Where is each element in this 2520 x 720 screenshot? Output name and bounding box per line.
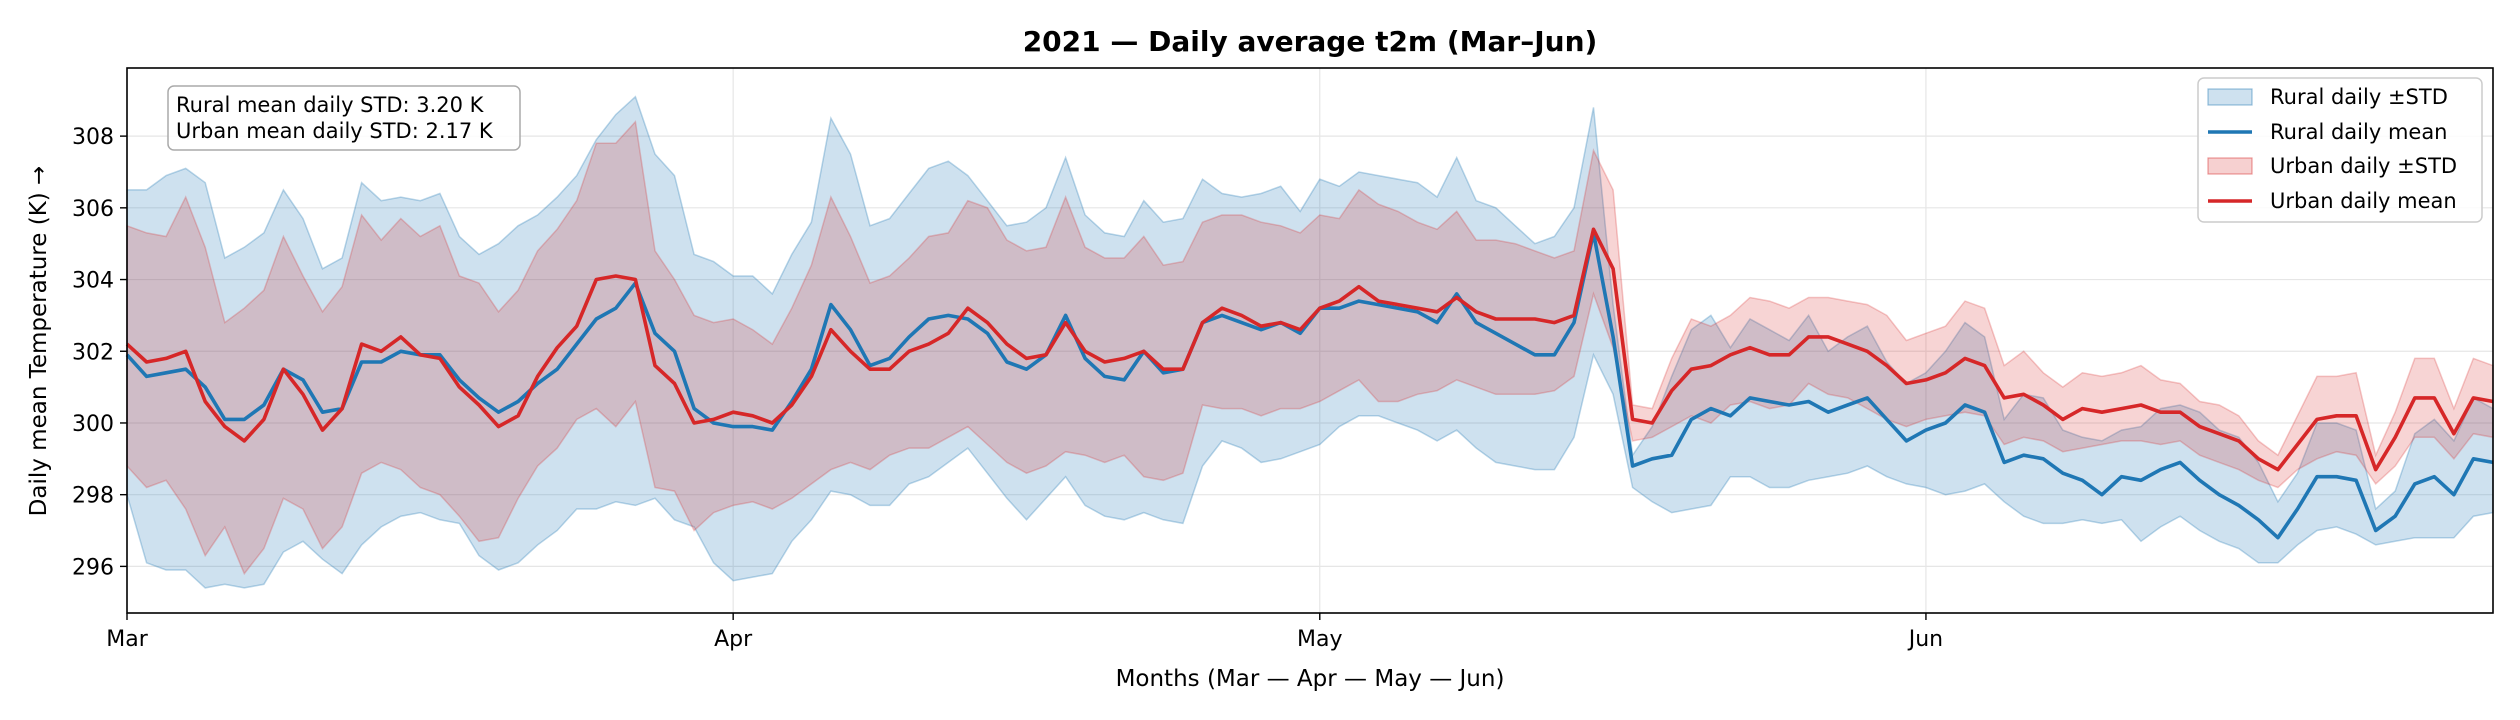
chart-title: 2021 — Daily average t2m (Mar–Jun)	[1023, 25, 1598, 58]
x-tick-label: May	[1297, 627, 1342, 652]
y-axis-title: Daily mean Temperature (K) →	[26, 166, 52, 517]
y-tick-label: 302	[72, 340, 114, 365]
legend-label-rural-line: Rural daily mean	[2270, 120, 2448, 144]
legend-frame	[2197, 77, 2483, 223]
gridlines	[126, 68, 2493, 613]
legend-swatch-rural-band	[2207, 88, 2253, 106]
legend-label-rural-band: Rural daily ±STD	[2270, 85, 2448, 109]
x-tick-label: Apr	[714, 627, 753, 652]
y-tick-label: 306	[72, 197, 114, 222]
legend-swatch-urban-band	[2207, 157, 2253, 175]
legend-label-urban-band: Urban daily ±STD	[2270, 154, 2457, 178]
annotation-urban-std: Urban mean daily STD: 2.17 K	[176, 119, 494, 143]
legend-label-urban-line: Urban daily mean	[2270, 189, 2457, 213]
x-axis: Mar Apr May Jun	[106, 613, 1943, 652]
y-tick-label: 304	[72, 269, 114, 294]
annotation-rural-std: Rural mean daily STD: 3.20 K	[176, 93, 485, 117]
y-axis: 296 298 300 302 304 306 308	[72, 125, 127, 580]
x-tick-label: Mar	[106, 627, 148, 652]
y-tick-label: 296	[72, 555, 114, 580]
x-tick-label: Jun	[1907, 627, 1943, 652]
annotation-frame	[167, 85, 521, 151]
x-axis-title: Months (Mar — Apr — May — Jun)	[1116, 666, 1505, 692]
y-tick-label: 298	[72, 484, 114, 509]
y-tick-label: 308	[72, 125, 114, 150]
plot-frame	[126, 67, 2494, 614]
legend: Rural daily ±STD Rural daily mean Urban …	[2197, 77, 2483, 223]
urban-mean-line	[125, 227, 2494, 472]
plot-area	[125, 95, 2494, 589]
annotation-box: Rural mean daily STD: 3.20 K Urban mean …	[167, 85, 521, 151]
y-tick-label: 300	[72, 412, 114, 437]
